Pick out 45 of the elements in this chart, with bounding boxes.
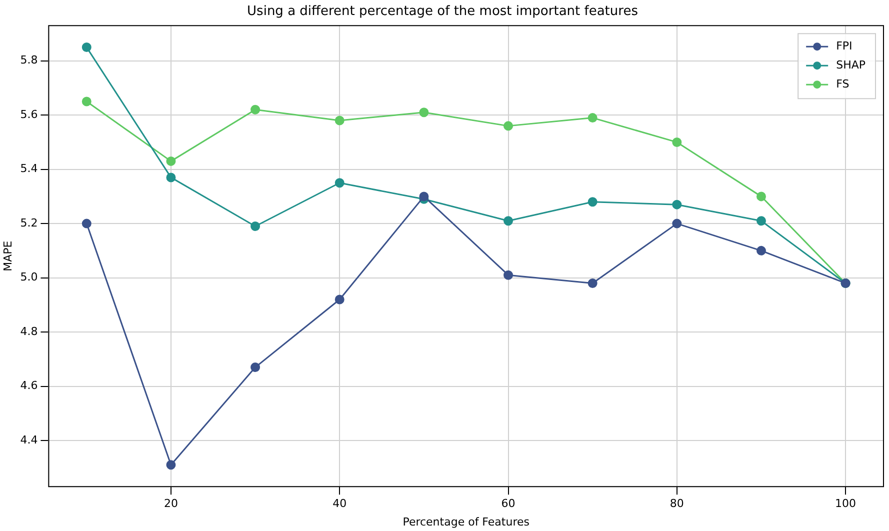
point	[504, 121, 514, 131]
point	[250, 222, 260, 232]
point	[504, 216, 514, 226]
point	[756, 216, 766, 226]
point	[166, 156, 176, 166]
point	[334, 116, 344, 126]
y-tick-label: 4.4	[20, 433, 38, 446]
point	[672, 218, 682, 228]
point	[334, 178, 344, 188]
y-axis-title: MAPE	[1, 240, 14, 272]
point	[419, 108, 429, 118]
x-tick-label: 100	[835, 497, 856, 510]
point	[672, 200, 682, 210]
chart-title: Using a different percentage of the most important features	[247, 4, 638, 20]
x-axis-title: Percentage of Features	[402, 515, 530, 528]
point	[82, 218, 92, 228]
y-tick-label: 5.2	[20, 216, 38, 230]
point	[588, 197, 598, 207]
point	[250, 362, 260, 372]
y-tick-label: 5.4	[20, 162, 38, 176]
y-tick-label: 5.6	[20, 108, 38, 121]
y-tick-label: 5.8	[20, 54, 38, 67]
point	[250, 104, 260, 114]
point	[166, 460, 176, 470]
x-tick-label: 80	[670, 497, 684, 510]
y-tick-label: 4.8	[20, 324, 38, 338]
legend-label: SHAP	[836, 58, 866, 72]
legend-label: FPI	[836, 39, 852, 52]
x-tick-label: 40	[332, 497, 347, 510]
legend-label: FS	[836, 77, 850, 90]
point	[82, 42, 92, 52]
point	[82, 96, 92, 106]
x-tick-label: 60	[501, 497, 516, 510]
point	[588, 278, 598, 288]
point	[166, 172, 176, 182]
point	[419, 192, 429, 202]
x-tick-label: 20	[164, 497, 178, 510]
point	[672, 137, 682, 147]
point	[756, 192, 766, 202]
point	[504, 270, 514, 280]
y-tick-label: 4.6	[20, 379, 38, 392]
point	[588, 113, 598, 123]
point	[334, 294, 344, 304]
point	[756, 246, 766, 256]
y-tick-label: 5.0	[20, 270, 38, 284]
